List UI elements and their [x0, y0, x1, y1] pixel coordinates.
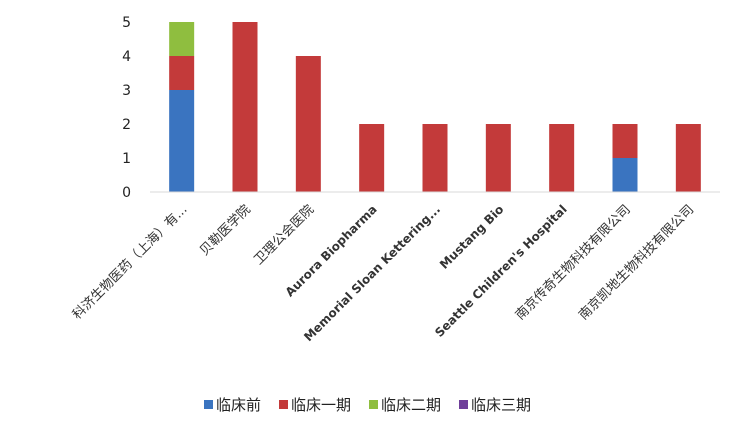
y-tick-label: 4 — [122, 49, 131, 65]
bar-segment-2-3 — [295, 56, 321, 192]
x-tick-label: Seattle Children's Hospital — [432, 202, 570, 340]
legend-label: 临床前 — [215, 395, 261, 414]
bar-segment-2-2 — [232, 22, 258, 192]
legend-swatch — [459, 399, 469, 409]
bar-segment-2-7 — [549, 124, 575, 192]
y-tick-label: 1 — [122, 151, 131, 167]
bar-segment-2-5 — [422, 124, 448, 192]
legend-label: 临床三期 — [471, 395, 532, 414]
legend-label: 临床二期 — [381, 395, 442, 414]
y-tick-label: 2 — [122, 117, 131, 133]
legend-swatch — [369, 399, 378, 409]
y-tick-label: 3 — [122, 83, 131, 99]
legend-label: 临床一期 — [290, 395, 351, 414]
x-tick-label: Mustang Bio — [437, 202, 506, 271]
legend-item: 临床三期 — [459, 394, 531, 415]
y-axis: 0 1 2 3 4 5 — [122, 15, 131, 201]
bar-segment-3-1 — [169, 22, 195, 56]
x-tick-label: Memorial Sloan Kettering... — [301, 202, 443, 344]
bar-segment-1-8 — [612, 158, 638, 192]
bar-segment-2-6 — [485, 124, 511, 192]
bar-segment-2-9 — [675, 124, 701, 192]
y-tick-label: 0 — [122, 185, 131, 201]
bar-segment-2-8 — [612, 124, 638, 158]
legend-swatch — [203, 399, 213, 409]
x-tick-label: 卫理公会医院 — [251, 202, 317, 268]
bar-segment-1-1 — [169, 90, 195, 192]
chart-legend: 临床前 临床一期 临床二期 临床三期 — [0, 393, 735, 415]
x-tick-label: 科济生物医药（上海）有... — [70, 202, 190, 322]
x-tick-label: 南京传奇生物科技有限公司 — [512, 202, 634, 324]
legend-item: 临床一期 — [278, 394, 351, 415]
bar-area — [169, 22, 701, 192]
legend-item: 临床二期 — [369, 394, 441, 415]
y-tick-label: 5 — [122, 15, 131, 31]
bar-segment-2-1 — [169, 56, 195, 90]
x-tick-label: 南京凯地生物科技有限公司 — [576, 202, 698, 324]
legend-swatch — [278, 399, 288, 409]
bar-segment-2-4 — [359, 124, 385, 192]
x-tick-label: 贝勒医学院 — [197, 202, 254, 259]
legend-item: 临床前 — [203, 394, 261, 415]
